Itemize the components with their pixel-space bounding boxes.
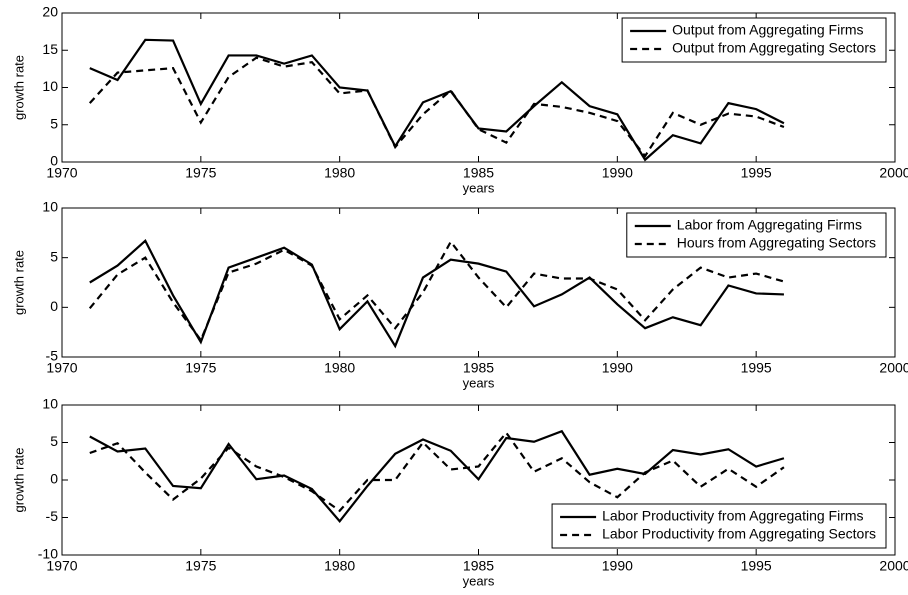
legend-box (621, 17, 887, 63)
y-tick-label: 0 (50, 153, 58, 169)
series-line (88, 56, 785, 158)
y-tick-label: 10 (42, 199, 58, 215)
x-tick-label: 2000 (879, 360, 908, 376)
y-tick-label: 5 (50, 433, 58, 449)
legend: Labor Productivity from Aggregating Firm… (551, 503, 887, 549)
x-tick-label: 1995 (741, 165, 772, 181)
legend: Output from Aggregating Firms Output from… (621, 17, 887, 63)
x-tick-label: 1975 (185, 165, 216, 181)
y-axis-label: growth rate (11, 250, 26, 315)
x-tick-label: 1985 (463, 165, 494, 181)
x-tick-label: 1980 (324, 360, 355, 376)
panel: 1970 1975 1980 1985 1990 1995 2000 -5 0 5 10 years g… (11, 199, 908, 391)
x-axis-label: years (463, 573, 495, 588)
x-tick-label: 1990 (602, 360, 633, 376)
x-tick-label: 1985 (463, 360, 494, 376)
y-tick-label: 10 (42, 396, 58, 412)
y-axis-label: growth rate (11, 447, 26, 512)
x-tick-label: 1990 (602, 165, 633, 181)
x-tick-label: 1980 (324, 165, 355, 181)
series-line (88, 239, 785, 343)
y-axis-label: growth rate (11, 55, 26, 120)
legend: Labor from Aggregating Firms Hours from A… (626, 212, 887, 258)
panel: 1970 1975 1980 1985 1990 1995 2000 0 5 10 15 20 year… (11, 4, 908, 196)
series-line (89, 38, 785, 162)
x-tick-label: 1995 (741, 360, 772, 376)
x-tick-label: 1995 (741, 558, 772, 574)
x-tick-label: 2000 (879, 165, 908, 181)
x-tick-label: 1975 (185, 558, 216, 574)
y-tick-label: 0 (50, 471, 58, 487)
y-tick-label: 5 (50, 115, 58, 131)
x-tick-label: 1970 (46, 558, 77, 574)
series-line (89, 430, 785, 513)
x-tick-label: 1980 (324, 558, 355, 574)
y-tick-label: 0 (50, 298, 58, 314)
legend-label: Output from Aggregating Firms (672, 22, 863, 38)
y-tick-label: 5 (50, 248, 58, 264)
legend-label: Output from Aggregating Sectors (672, 40, 876, 56)
x-axis-label: years (463, 180, 495, 195)
legend-label: Labor Productivity from Aggregating Sect… (602, 526, 876, 542)
legend-label: Labor Productivity from Aggregating Firm… (602, 508, 863, 524)
y-tick-label: 15 (42, 41, 58, 57)
x-axis-label: years (463, 375, 495, 390)
y-tick-label: -5 (46, 508, 59, 524)
y-tick-label: 20 (42, 4, 58, 20)
x-tick-label: 2000 (879, 558, 908, 574)
legend-label: Hours from Aggregating Sectors (677, 235, 876, 251)
y-tick-label: -5 (46, 348, 59, 364)
x-tick-label: 1970 (46, 360, 77, 376)
x-tick-label: 1985 (463, 558, 494, 574)
series-line (89, 429, 785, 523)
legend-box (551, 503, 887, 549)
y-tick-label: -10 (38, 546, 58, 562)
legend-box (626, 212, 887, 258)
y-tick-label: 10 (42, 78, 58, 94)
x-tick-label: 1970 (46, 165, 77, 181)
legend-label: Labor from Aggregating Firms (677, 217, 862, 233)
x-tick-label: 1975 (185, 360, 216, 376)
panel: 1970 1975 1980 1985 1990 1995 2000 -10 -5 0 5 10 yea… (11, 396, 908, 589)
x-tick-label: 1990 (602, 558, 633, 574)
